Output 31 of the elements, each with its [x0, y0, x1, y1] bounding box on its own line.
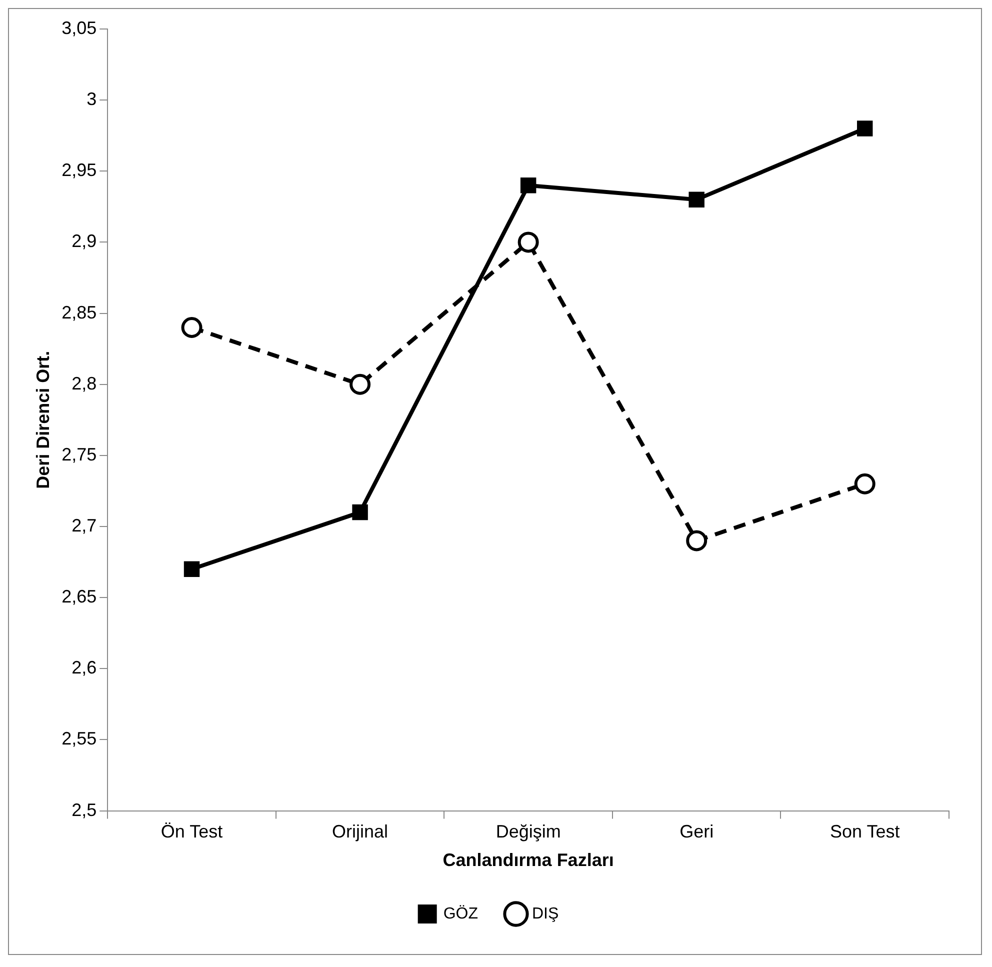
point: [854, 473, 876, 494]
x-tick-label: Değişim: [496, 822, 561, 842]
x-tick-label: Son Test: [830, 822, 900, 842]
point: [686, 530, 708, 552]
point: [518, 232, 539, 253]
x-tick-label: Orijinal: [332, 822, 388, 842]
y-tick-label: 2,7: [72, 515, 97, 536]
y-tick-label: 2,65: [62, 586, 97, 607]
y-tick-label: 3: [86, 89, 97, 110]
y-tick-label: 2,9: [72, 231, 97, 252]
legend-label: GÖZ: [443, 904, 478, 922]
y-tick-label: 2,75: [62, 444, 97, 464]
legend-label: DIŞ: [532, 905, 559, 922]
x-tick-label: Geri: [680, 822, 714, 842]
point: [184, 561, 200, 578]
y-tick-label: 2,6: [72, 658, 97, 678]
x-tick-label: Ön Test: [160, 822, 223, 842]
point: [688, 192, 704, 208]
y-tick-label: 2,55: [62, 728, 97, 749]
point: [352, 504, 368, 520]
y-tick-label: 3,05: [62, 18, 97, 38]
point: [520, 177, 536, 194]
x-axis-title: Canlandırma Fazları: [442, 850, 614, 870]
point: [350, 374, 371, 395]
y-tick-label: 2,95: [62, 160, 97, 180]
y-tick-label: 2,8: [72, 373, 97, 394]
point: [181, 317, 202, 338]
y-tick-label: 2,5: [72, 800, 97, 820]
y-axis-title: Deri Direnci Ort.: [32, 350, 53, 489]
y-tick-label: 2,85: [62, 302, 97, 322]
point: [857, 120, 873, 136]
